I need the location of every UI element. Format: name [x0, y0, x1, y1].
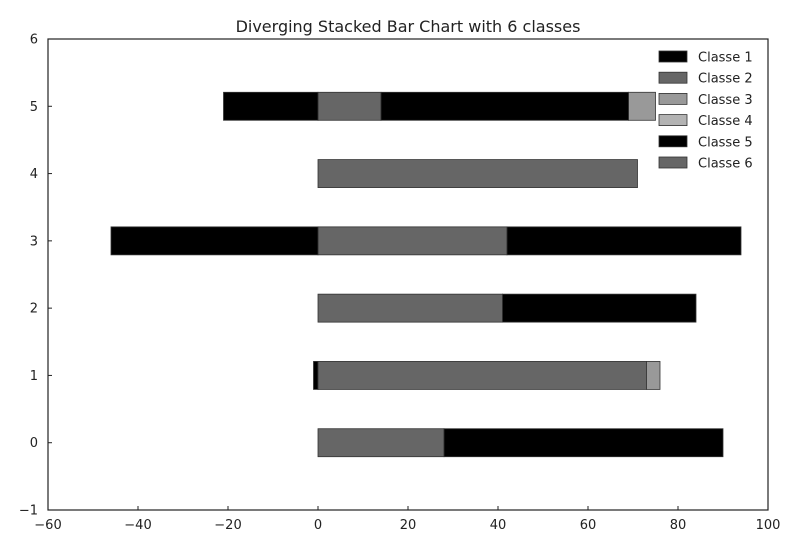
bar-segment — [443, 428, 724, 458]
y-tick-label: −1 — [19, 504, 38, 519]
legend-swatch — [658, 50, 688, 63]
legend-label: Classe 3 — [698, 93, 753, 108]
bar-segment — [223, 91, 319, 121]
bars-group — [110, 91, 742, 458]
bar-segment — [506, 226, 742, 256]
y-tick-label: 5 — [30, 100, 38, 115]
legend-swatch — [658, 93, 688, 105]
y-axis: −1 0 1 2 3 4 5 6 — [19, 33, 52, 519]
y-tick-label: 2 — [30, 302, 38, 317]
bar-segment — [502, 293, 697, 323]
x-axis: −60 −40 −20 0 20 40 60 80 100 — [34, 506, 780, 533]
x-tick-label: 100 — [756, 518, 781, 533]
bar-segment — [313, 361, 319, 390]
chart-title: Diverging Stacked Bar Chart with 6 class… — [236, 17, 581, 36]
legend-swatch — [658, 156, 688, 169]
bar-segment — [317, 428, 445, 458]
legend: Classe 1 Classe 2 Classe 3 Classe 4 Classe 5… — [658, 50, 753, 172]
bar-segment — [317, 361, 647, 390]
y-tick-label: 1 — [30, 369, 38, 384]
bar-segment — [646, 361, 661, 390]
x-tick-label: −20 — [214, 518, 241, 533]
bar-segment — [317, 226, 508, 256]
y-tick-label: 3 — [30, 234, 38, 249]
legend-label: Classe 2 — [698, 72, 753, 87]
bar-segment — [317, 293, 503, 323]
bar-segment — [628, 91, 656, 121]
x-tick-label: 40 — [490, 518, 507, 533]
x-tick-label: −40 — [124, 518, 151, 533]
y-tick-label: 4 — [30, 167, 38, 182]
x-tick-label: 0 — [314, 518, 322, 533]
x-tick-label: 80 — [670, 518, 687, 533]
x-tick-label: 60 — [580, 518, 597, 533]
y-tick-label: 0 — [30, 436, 38, 451]
y-tick-label: 6 — [30, 33, 38, 48]
legend-label: Classe 6 — [698, 157, 753, 172]
legend-label: Classe 4 — [698, 114, 753, 129]
legend-label: Classe 5 — [698, 135, 753, 150]
legend-swatch — [658, 114, 688, 126]
x-tick-label: 20 — [400, 518, 417, 533]
bar-segment — [317, 91, 382, 121]
x-tick-label: −60 — [34, 518, 61, 533]
legend-swatch — [658, 135, 688, 148]
legend-label: Classe 1 — [698, 51, 753, 66]
legend-swatch — [658, 71, 688, 84]
bar-segment — [317, 159, 638, 188]
bar-segment — [380, 91, 629, 121]
bar-segment — [110, 226, 319, 256]
